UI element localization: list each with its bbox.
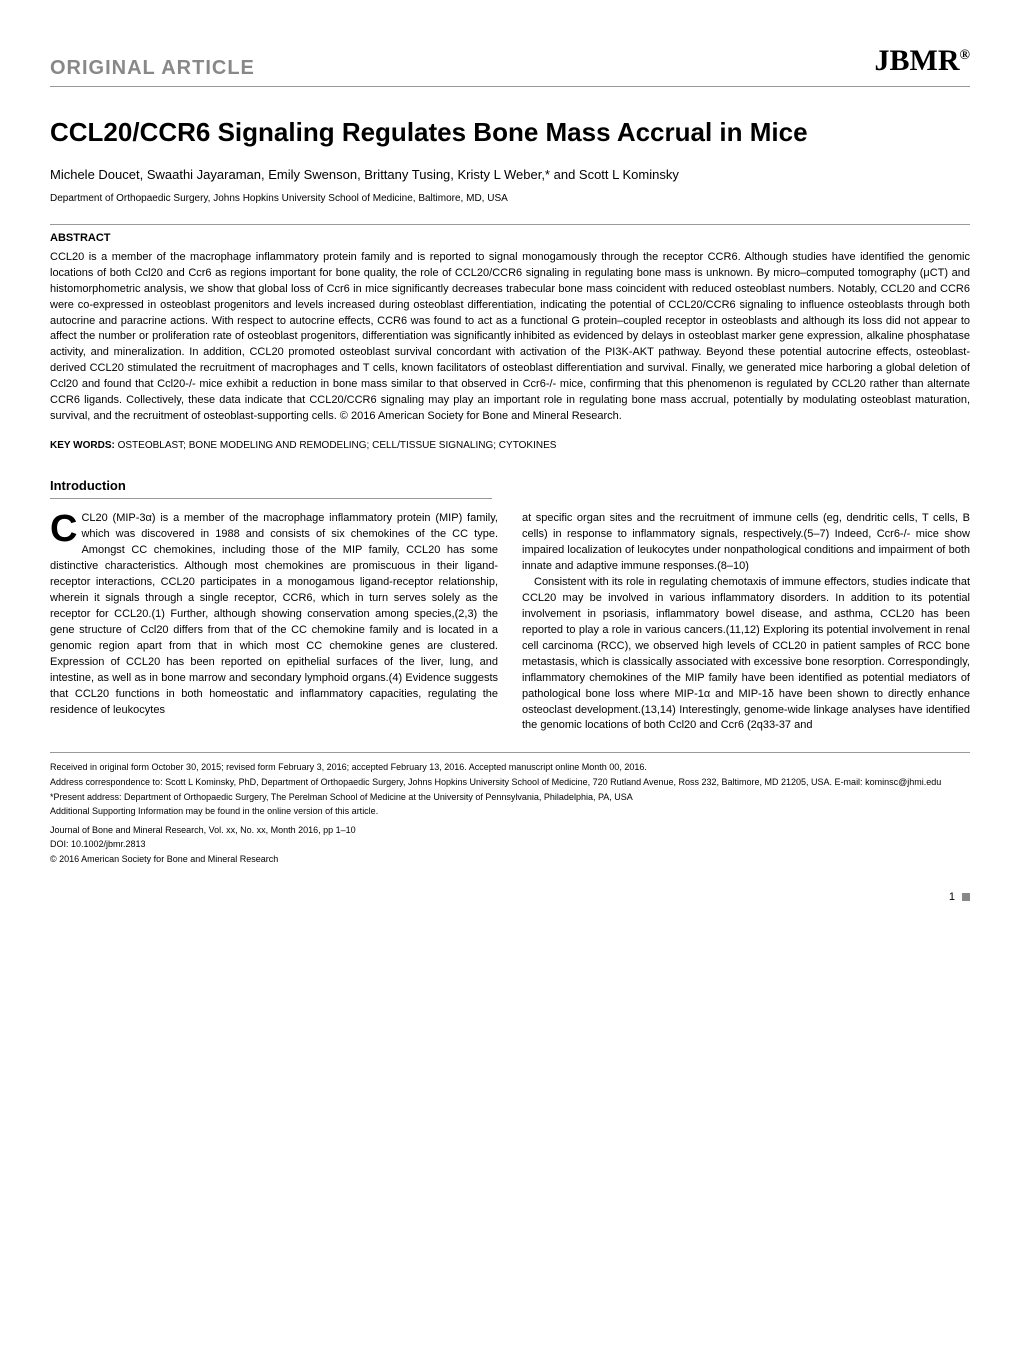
journal-logo-text: JBMR: [875, 44, 960, 77]
dropcap: C: [50, 511, 81, 545]
article-type: ORIGINAL ARTICLE: [50, 54, 255, 82]
affiliation: Department of Orthopaedic Surgery, Johns…: [50, 192, 970, 206]
footer-doi: DOI: 10.1002/jbmr.2813: [50, 838, 970, 851]
keywords-text: OSTEOBLAST; BONE MODELING AND REMODELING…: [115, 440, 557, 451]
page-number: 1: [50, 890, 970, 905]
journal-logo: JBMR®: [875, 40, 970, 82]
intro-p1-text: CL20 (MIP-3α) is a member of the macroph…: [50, 512, 498, 715]
intro-paragraph-1-cont: at specific organ sites and the recruitm…: [522, 511, 970, 575]
intro-paragraph-1: CCL20 (MIP-3α) is a member of the macrop…: [50, 511, 498, 718]
footer-copyright: © 2016 American Society for Bone and Min…: [50, 853, 970, 866]
abstract-text: CCL20 is a member of the macrophage infl…: [50, 250, 970, 425]
footer-present-address: *Present address: Department of Orthopae…: [50, 791, 970, 804]
page-marker-icon: [962, 893, 970, 901]
page-number-value: 1: [949, 891, 955, 903]
article-title: CCL20/CCR6 Signaling Regulates Bone Mass…: [50, 117, 970, 148]
body-columns: CCL20 (MIP-3α) is a member of the macrop…: [50, 511, 970, 734]
footer: Received in original form October 30, 20…: [50, 752, 970, 865]
footer-journal-info: Journal of Bone and Mineral Research, Vo…: [50, 824, 970, 837]
abstract-heading: ABSTRACT: [50, 224, 970, 246]
introduction-heading: Introduction: [50, 477, 492, 499]
header-row: ORIGINAL ARTICLE JBMR®: [50, 40, 970, 87]
footer-received: Received in original form October 30, 20…: [50, 761, 970, 774]
footer-correspondence: Address correspondence to: Scott L Komin…: [50, 776, 970, 789]
registered-mark: ®: [960, 48, 970, 63]
column-right: at specific organ sites and the recruitm…: [522, 511, 970, 734]
column-left: CCL20 (MIP-3α) is a member of the macrop…: [50, 511, 498, 734]
intro-paragraph-2: Consistent with its role in regulating c…: [522, 575, 970, 734]
authors: Michele Doucet, Swaathi Jayaraman, Emily…: [50, 166, 970, 184]
keywords: KEY WORDS: OSTEOBLAST; BONE MODELING AND…: [50, 439, 970, 453]
footer-supporting: Additional Supporting Information may be…: [50, 805, 970, 818]
keywords-label: KEY WORDS:: [50, 440, 115, 451]
